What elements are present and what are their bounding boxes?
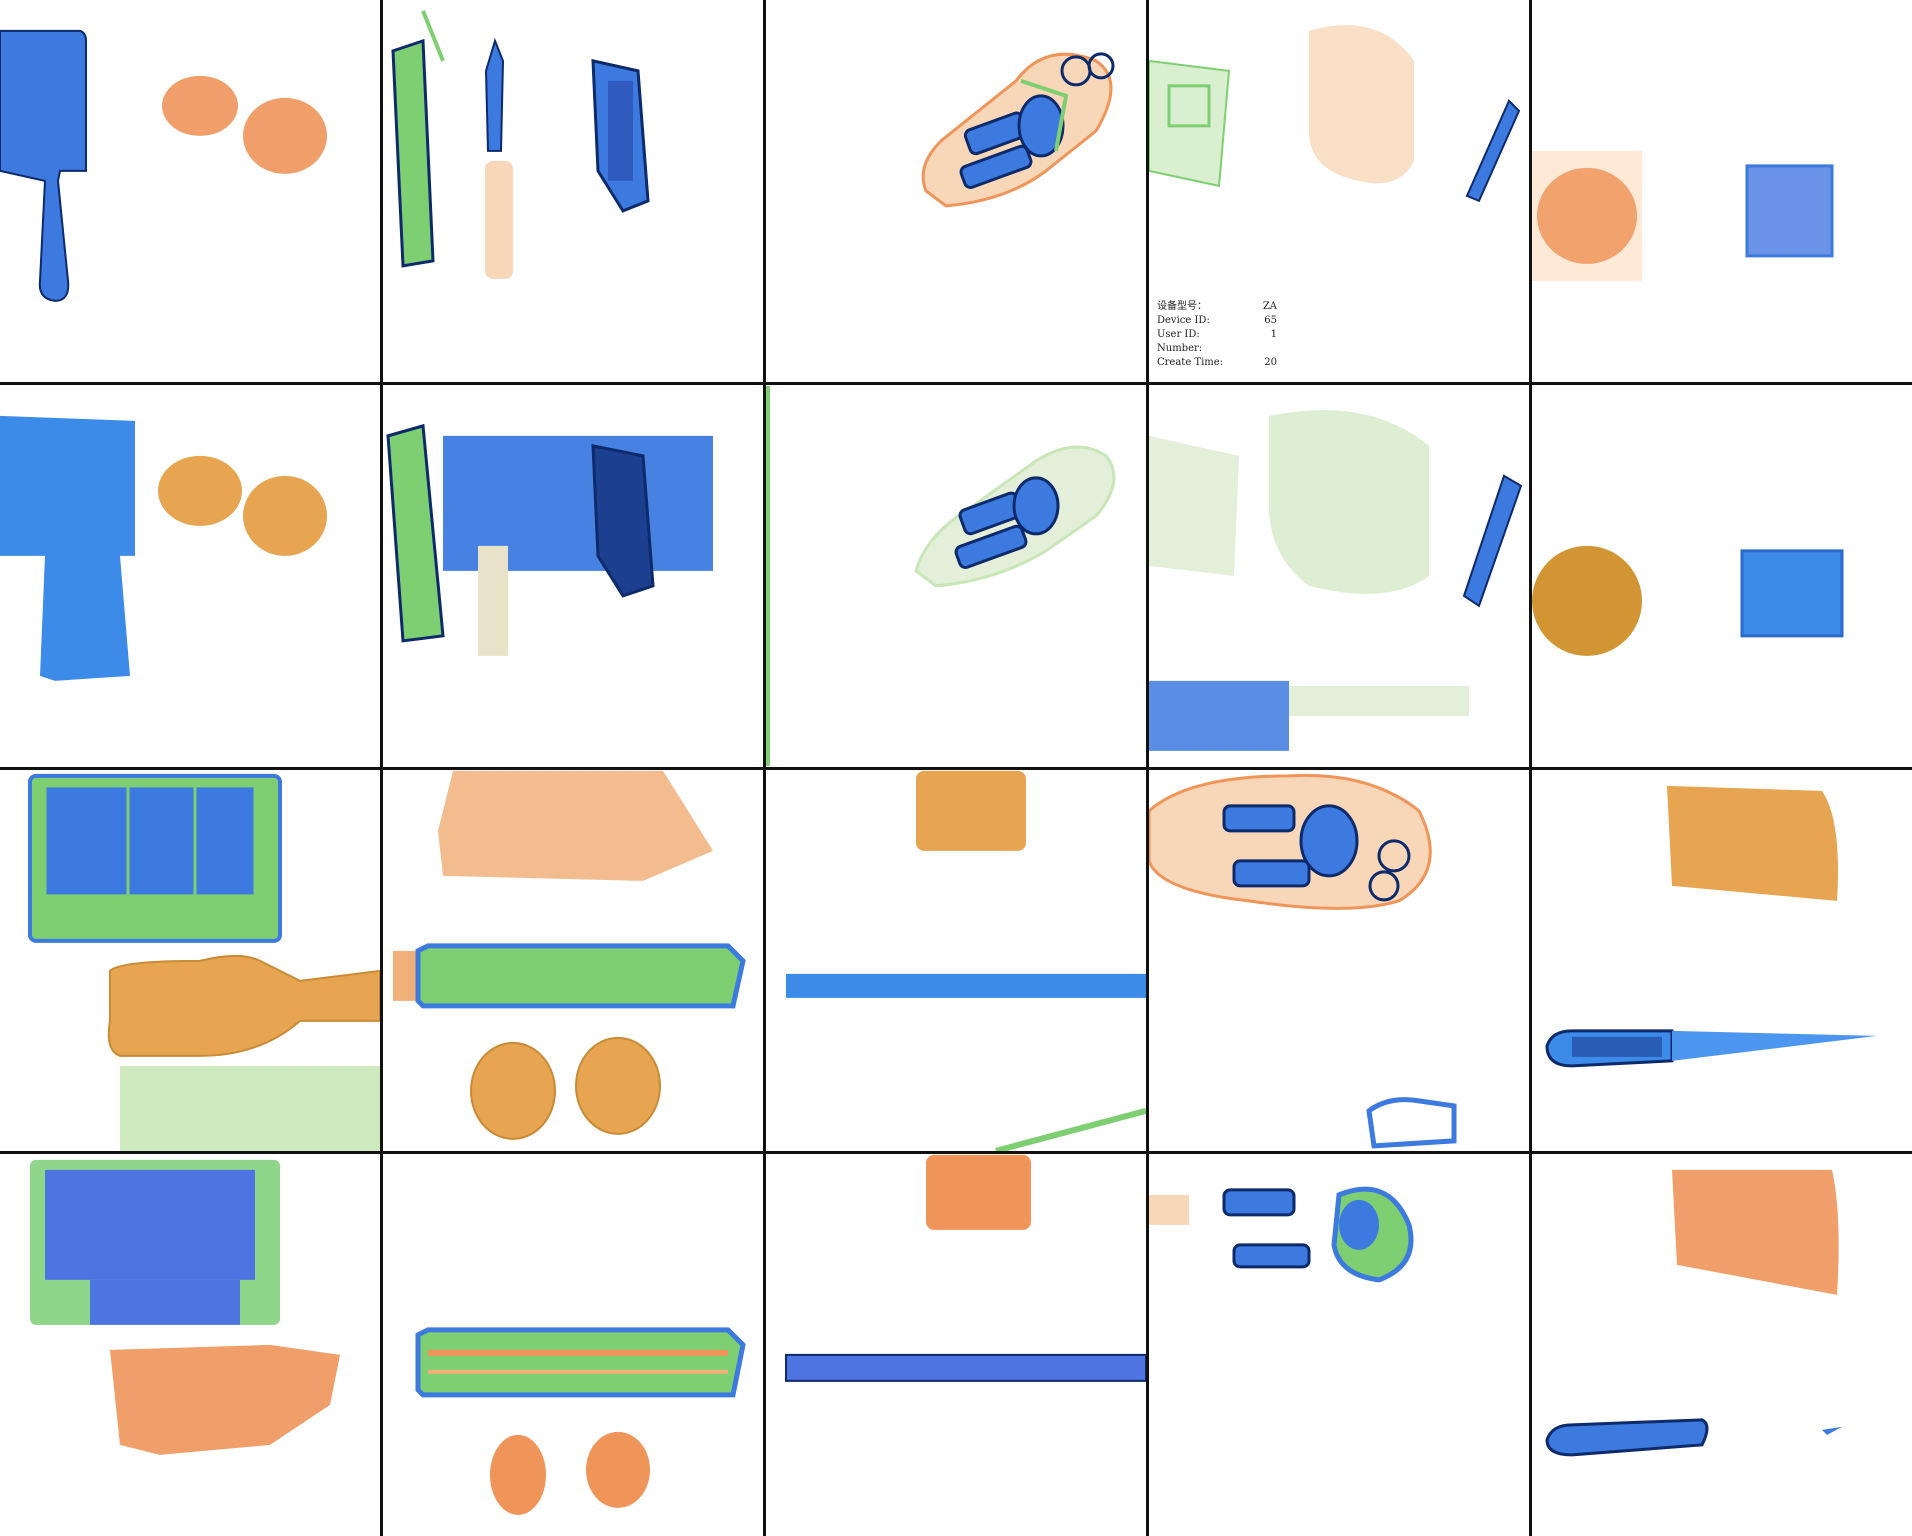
xray-block-rod-image xyxy=(786,770,1146,1152)
tile-r4c3-block-rod-recon xyxy=(766,1154,1146,1536)
tile-r3c1-laptop-bottle xyxy=(0,769,380,1152)
metadata-row: Number: xyxy=(1157,343,1203,354)
xray-circuit-recon-image xyxy=(1149,409,1523,751)
metadata-row: Create Time: 20 xyxy=(1157,357,1277,368)
tile-r4c5-block-knife-recon xyxy=(1532,1154,1912,1536)
tile-r1c1-cleaver-oranges xyxy=(0,0,380,382)
xray-bag-tube-oranges-image xyxy=(393,770,746,1140)
tile-r2c4-circuit-recon xyxy=(1149,384,1529,767)
tile-r2c1-cleaver-oranges-recon xyxy=(0,384,380,767)
metadata-row: Device ID: 65 xyxy=(1157,315,1277,326)
tile-r3c3-block-rod xyxy=(766,769,1146,1152)
tile-r3c2-bag-tube-oranges xyxy=(383,769,763,1152)
xray-circuit-panel-image xyxy=(1149,25,1521,203)
tile-r4c4-device-flipped-recon xyxy=(1149,1154,1529,1536)
xray-knives-recon-image xyxy=(386,423,713,656)
tile-r1c5-bowl-box xyxy=(1532,0,1912,382)
metadata-row: 设备型号： ZA xyxy=(1157,301,1277,312)
xray-electronic-device-recon-image xyxy=(766,385,1116,766)
xray-block-knife-recon-image xyxy=(1545,1170,1842,1457)
xray-bowl-box-recon-image xyxy=(1532,545,1844,656)
xray-laptop-bottle-recon-image xyxy=(30,1160,340,1456)
xray-device-flipped-recon-image xyxy=(1149,1186,1414,1283)
metadata-row: User ID: 1 xyxy=(1157,329,1277,340)
xray-device-flipped-image xyxy=(1149,773,1457,1149)
tile-r3c4-device-flipped xyxy=(1149,769,1529,1152)
xray-knives-image xyxy=(391,10,650,279)
xray-tube-oranges-recon-image xyxy=(415,1327,746,1516)
xray-block-rod-recon-image xyxy=(785,1155,1146,1383)
xray-cleaver-oranges-recon-image xyxy=(0,415,327,681)
xray-bowl-box-image xyxy=(1532,150,1834,281)
xray-block-knife-image xyxy=(1545,785,1877,1067)
xray-laptop-bottle-image xyxy=(28,773,380,1151)
xray-cleaver-oranges-image xyxy=(0,29,327,302)
tile-r2c3-electronic-device-recon xyxy=(766,384,1146,767)
device-metadata-panel: 设备型号： ZA Device ID: 65 User ID: 1 Number: C… xyxy=(1157,300,1277,370)
tile-r4c1-laptop-bottle-recon xyxy=(0,1154,380,1536)
tile-r1c4-metadata-panel: 设备型号： ZA Device ID: 65 User ID: 1 Number: C… xyxy=(1149,0,1529,382)
tile-r4c2-tube-oranges-recon xyxy=(383,1154,763,1536)
tile-r3c5-block-knife xyxy=(1532,769,1912,1152)
tile-r2c5-bowl-box-recon xyxy=(1532,384,1912,767)
tile-r2c2-knives-recon xyxy=(383,384,763,767)
tile-r1c2-knives xyxy=(383,0,763,382)
tile-r1c3-electronic-device xyxy=(766,0,1146,382)
xray-electronic-device-image xyxy=(921,52,1115,208)
